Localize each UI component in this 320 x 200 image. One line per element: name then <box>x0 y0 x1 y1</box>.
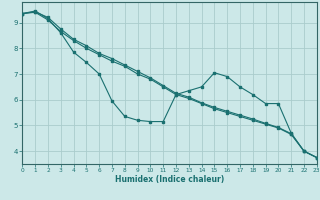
X-axis label: Humidex (Indice chaleur): Humidex (Indice chaleur) <box>115 175 224 184</box>
